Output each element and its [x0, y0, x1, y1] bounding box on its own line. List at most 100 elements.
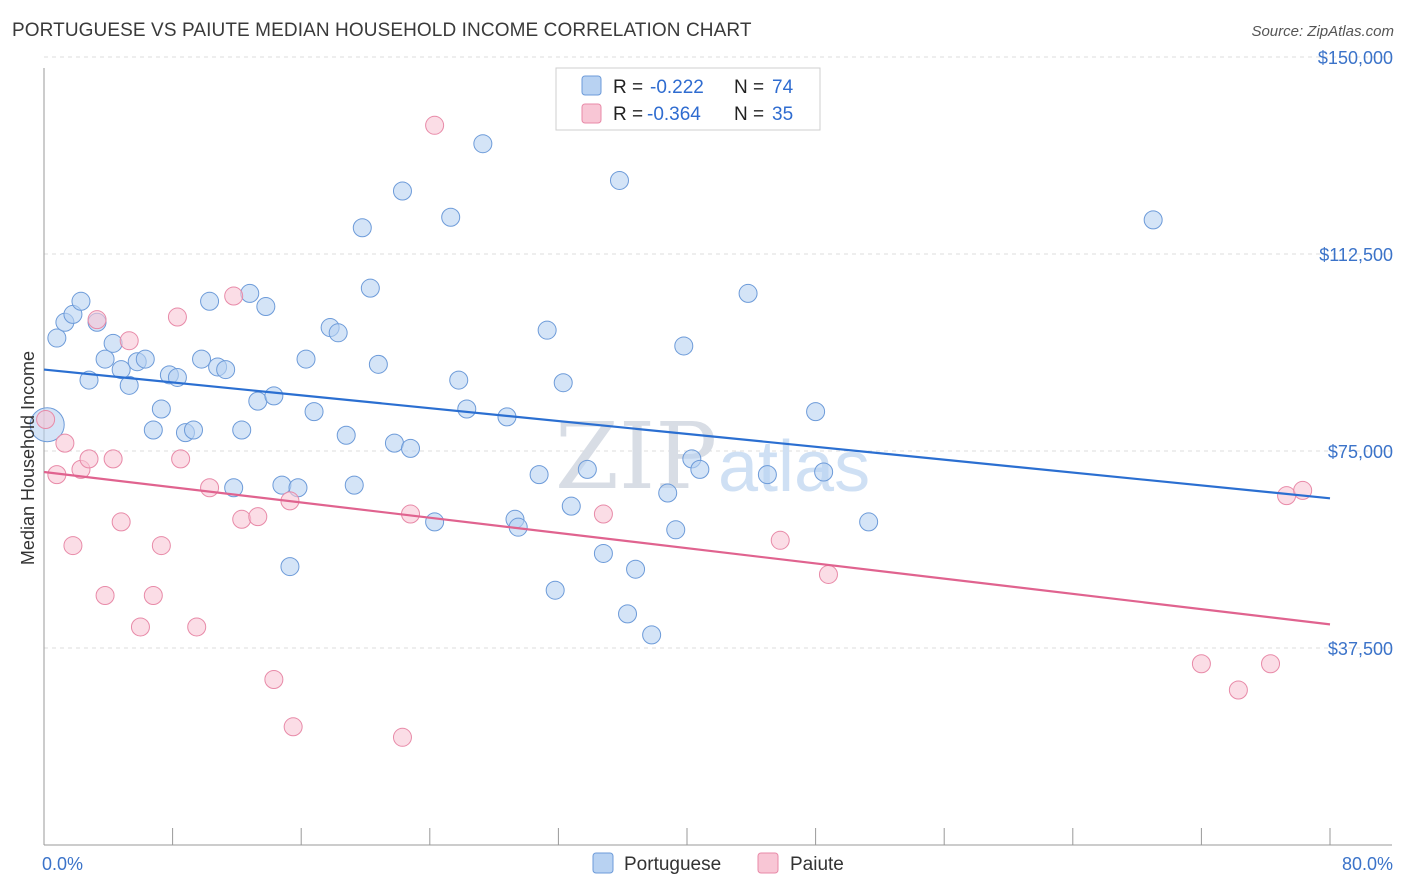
point-portuguese-7: [95, 349, 115, 369]
point-paiute-14: [167, 307, 187, 327]
point-paiute-6: [87, 310, 107, 330]
point-portuguese-55: [553, 373, 573, 393]
point-portuguese-35: [328, 323, 348, 343]
point-portuguese-10: [119, 375, 139, 395]
point-portuguese-44: [425, 512, 445, 532]
grid: [44, 56, 1395, 649]
point-paiute-5: [79, 449, 99, 469]
point-paiute-24: [392, 727, 412, 747]
point-portuguese-58: [593, 543, 613, 563]
tick-labels: $37,500 $75,000 $112,500 $150,000 0.0% 80.0%: [42, 48, 1393, 874]
point-portuguese-24: [232, 420, 252, 440]
point-paiute-19: [232, 509, 252, 529]
bottom-legend-swatch-portuguese: [592, 852, 614, 874]
chart-title: PORTUGUESE VS PAIUTE MEDIAN HOUSEHOLD IN…: [12, 20, 752, 41]
legend-r-label-paiute: R =: [613, 104, 643, 125]
y-tick-label-3: $150,000: [1318, 48, 1393, 68]
point-portuguese-73: [1143, 210, 1163, 230]
point-portuguese-70: [806, 402, 826, 422]
point-paiute-0: [36, 409, 56, 429]
point-portuguese-45: [441, 207, 461, 227]
bottom-legend-swatch-paiute: [757, 852, 779, 874]
legend-r-label-portuguese: R =: [613, 77, 643, 98]
legend-swatch-paiute: [581, 103, 602, 124]
x-tick-label-1: 80.0%: [1342, 854, 1393, 874]
point-paiute-8: [103, 449, 123, 469]
point-paiute-23: [283, 717, 303, 737]
point-portuguese-14: [151, 399, 171, 419]
legend-n-value-paiute: 35: [772, 104, 793, 125]
point-portuguese-72: [859, 512, 879, 532]
point-portuguese-62: [642, 625, 662, 645]
point-portuguese-28: [264, 386, 284, 406]
point-paiute-12: [143, 585, 163, 605]
point-portuguese-33: [304, 402, 324, 422]
bottom-legend-portuguese: Portuguese: [624, 854, 721, 875]
point-portuguese-54: [545, 580, 565, 600]
point-portuguese-29: [272, 475, 292, 495]
point-paiute-27: [593, 504, 613, 524]
stats-legend: R = -0.222 N = 74 R = -0.364 N = 35: [555, 67, 821, 131]
legend-r-value-paiute: -0.364: [647, 104, 701, 125]
point-portuguese-67: [690, 459, 710, 479]
point-portuguese-71: [814, 462, 834, 482]
point-portuguese-26: [248, 391, 268, 411]
y-tick-label-2: $112,500: [1319, 245, 1393, 265]
point-paiute-9: [111, 512, 131, 532]
y-axis-label: Median Household Income: [18, 351, 38, 565]
point-portuguese-56: [561, 496, 581, 516]
point-portuguese-19: [192, 349, 212, 369]
watermark: ZIP atlas: [555, 403, 870, 510]
point-paiute-2: [55, 433, 75, 453]
series-legend: Portuguese Paiute: [592, 852, 844, 875]
point-paiute-3: [63, 536, 83, 556]
point-portuguese-12: [135, 349, 155, 369]
point-portuguese-39: [360, 278, 380, 298]
legend-n-label-portuguese: N =: [734, 77, 764, 98]
point-portuguese-27: [256, 297, 276, 317]
point-portuguese-60: [618, 604, 638, 624]
axes: [43, 68, 1392, 846]
point-portuguese-57: [577, 459, 597, 479]
point-portuguese-36: [336, 425, 356, 445]
legend-n-label-paiute: N =: [734, 104, 764, 125]
point-portuguese-25: [240, 283, 260, 303]
point-paiute-16: [187, 617, 207, 637]
point-portuguese-18: [183, 420, 203, 440]
point-portuguese-48: [473, 134, 493, 154]
point-paiute-29: [818, 564, 838, 584]
point-paiute-17: [200, 478, 220, 498]
point-portuguese-23: [224, 478, 244, 498]
point-portuguese-9: [111, 360, 131, 380]
point-paiute-13: [151, 536, 171, 556]
point-portuguese-40: [368, 354, 388, 374]
trend-lines: [43, 368, 1331, 626]
source-credit: Source: ZipAtlas.com: [1251, 23, 1394, 40]
point-portuguese-47: [457, 399, 477, 419]
legend-r-value-portuguese: -0.222: [650, 77, 704, 98]
point-paiute-20: [248, 507, 268, 527]
point-portuguese-61: [626, 559, 646, 579]
trend-line-paiute: [43, 470, 1331, 626]
point-portuguese-8: [103, 333, 123, 353]
point-portuguese-42: [392, 181, 412, 201]
point-portuguese-13: [143, 420, 163, 440]
point-portuguese-64: [666, 520, 686, 540]
point-paiute-32: [1261, 654, 1281, 674]
point-portuguese-68: [738, 283, 758, 303]
point-portuguese-63: [658, 483, 678, 503]
point-paiute-21: [264, 670, 284, 690]
point-portuguese-32: [296, 349, 316, 369]
point-paiute-30: [1191, 654, 1211, 674]
point-portuguese-65: [674, 336, 694, 356]
point-paiute-26: [425, 115, 445, 135]
point-paiute-18: [224, 286, 244, 306]
point-portuguese-41: [384, 433, 404, 453]
point-paiute-11: [130, 617, 150, 637]
point-portuguese-20: [200, 291, 220, 311]
point-portuguese-30: [280, 557, 300, 577]
legend-swatch-portuguese: [581, 75, 602, 96]
point-paiute-15: [171, 449, 191, 469]
point-portuguese-22: [216, 360, 236, 380]
